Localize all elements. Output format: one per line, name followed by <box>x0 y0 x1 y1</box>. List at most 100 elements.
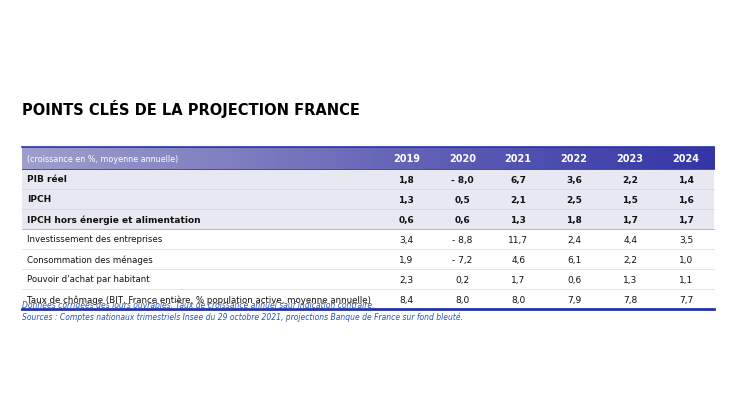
Bar <box>493 148 497 170</box>
Bar <box>174 148 179 170</box>
Bar <box>316 148 320 170</box>
Text: - 7,2: - 7,2 <box>452 255 472 264</box>
Bar <box>177 148 182 170</box>
Text: IPCH: IPCH <box>27 195 51 204</box>
Bar <box>278 148 283 170</box>
Bar <box>323 148 328 170</box>
Bar <box>589 148 594 170</box>
Bar <box>656 148 660 170</box>
Bar <box>396 148 400 170</box>
Bar <box>161 148 165 170</box>
Bar <box>624 148 629 170</box>
Bar <box>147 148 151 170</box>
Bar <box>137 148 141 170</box>
Bar <box>230 148 234 170</box>
Text: 2,1: 2,1 <box>510 195 526 204</box>
Bar <box>223 148 227 170</box>
Bar <box>95 148 99 170</box>
Bar <box>250 148 255 170</box>
Text: 1,7: 1,7 <box>678 215 694 224</box>
Bar <box>607 148 611 170</box>
Text: 8,4: 8,4 <box>399 295 413 304</box>
Bar <box>572 148 577 170</box>
Bar <box>434 148 438 170</box>
Text: Pouvoir d'achat par habitant: Pouvoir d'achat par habitant <box>27 275 150 284</box>
Bar <box>205 148 210 170</box>
Bar <box>485 148 490 170</box>
Bar <box>226 148 231 170</box>
Bar <box>558 148 563 170</box>
Bar <box>631 148 635 170</box>
Bar <box>361 148 366 170</box>
Bar <box>153 148 158 170</box>
Bar <box>696 148 701 170</box>
Bar <box>112 148 116 170</box>
Bar <box>70 148 75 170</box>
Bar <box>88 148 92 170</box>
Bar <box>444 148 448 170</box>
Bar <box>523 148 529 170</box>
Text: 2024: 2024 <box>672 154 699 164</box>
Text: 1,3: 1,3 <box>623 275 637 284</box>
Text: 6,1: 6,1 <box>567 255 581 264</box>
Bar <box>240 148 245 170</box>
Bar <box>105 148 110 170</box>
Bar <box>704 148 708 170</box>
Bar <box>680 148 684 170</box>
Bar <box>347 148 352 170</box>
Bar <box>185 148 189 170</box>
Text: 7,7: 7,7 <box>679 295 694 304</box>
Bar <box>430 148 435 170</box>
Text: 0,6: 0,6 <box>399 215 414 224</box>
Bar <box>254 148 258 170</box>
Bar <box>596 148 601 170</box>
Text: 2020: 2020 <box>449 154 476 164</box>
Bar <box>181 148 185 170</box>
Bar <box>645 148 649 170</box>
Bar <box>22 209 714 229</box>
Bar <box>385 148 390 170</box>
Bar <box>202 148 207 170</box>
Bar <box>119 148 123 170</box>
Bar <box>123 148 127 170</box>
Bar <box>475 148 480 170</box>
Text: - 8,8: - 8,8 <box>452 235 472 244</box>
Bar <box>282 148 286 170</box>
Bar <box>469 148 473 170</box>
Bar <box>672 148 677 170</box>
Bar <box>67 148 72 170</box>
Bar <box>268 148 272 170</box>
Bar <box>531 148 535 170</box>
Bar <box>513 148 518 170</box>
Bar <box>586 148 591 170</box>
Bar <box>447 148 452 170</box>
Bar <box>575 148 580 170</box>
Bar <box>43 148 47 170</box>
Bar <box>579 148 583 170</box>
Bar <box>274 148 279 170</box>
Bar <box>358 148 362 170</box>
Text: 1,3: 1,3 <box>510 215 526 224</box>
Text: 3,4: 3,4 <box>399 235 413 244</box>
Bar <box>271 148 276 170</box>
Bar <box>392 148 396 170</box>
Bar <box>22 270 714 289</box>
Text: 1,7: 1,7 <box>511 275 526 284</box>
Text: 2019: 2019 <box>393 154 420 164</box>
Bar <box>382 148 386 170</box>
Text: 0,2: 0,2 <box>456 275 469 284</box>
Bar <box>91 148 96 170</box>
Text: 4,6: 4,6 <box>511 255 526 264</box>
Bar <box>510 148 515 170</box>
Bar <box>690 148 694 170</box>
Bar <box>285 148 289 170</box>
Bar <box>364 148 369 170</box>
Text: 6,7: 6,7 <box>510 175 526 184</box>
Bar <box>496 148 501 170</box>
Bar <box>479 148 483 170</box>
Bar <box>437 148 442 170</box>
Bar <box>212 148 217 170</box>
Bar <box>36 148 40 170</box>
Text: PIB réel: PIB réel <box>27 175 67 184</box>
Bar <box>441 148 445 170</box>
